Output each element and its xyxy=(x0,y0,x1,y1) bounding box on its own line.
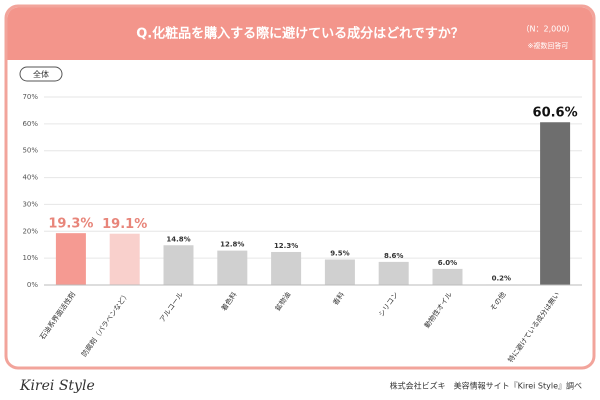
y-tick-label: 60% xyxy=(22,120,38,128)
value-label: 0.2% xyxy=(492,274,511,282)
y-tick-label: 30% xyxy=(22,200,38,208)
bar xyxy=(163,245,194,285)
bar xyxy=(432,268,463,285)
y-tick-label: 40% xyxy=(22,174,38,182)
value-label: 12.8% xyxy=(220,241,244,249)
value-label: 19.3% xyxy=(48,217,93,232)
sample-note: （N：2,000） xyxy=(522,25,575,34)
bar xyxy=(540,122,571,285)
value-label: 19.1% xyxy=(102,217,147,232)
y-tick-label: 50% xyxy=(22,147,38,155)
source: 株式会社ビズキ 美容情報サイト『Kirei Style』調べ xyxy=(390,381,582,391)
chart-title: Q.化粧品を購入する際に避けている成分はどれですか？ xyxy=(136,26,464,42)
value-label: 8.6% xyxy=(384,252,403,260)
segment-pill xyxy=(19,66,63,82)
bar xyxy=(378,261,409,285)
bar xyxy=(271,251,302,285)
answer-note: ※複数回答可 xyxy=(528,41,569,50)
value-label: 14.8% xyxy=(166,235,190,243)
y-tick-label: 10% xyxy=(22,254,38,262)
value-label: 12.3% xyxy=(274,242,298,250)
bar xyxy=(109,233,140,285)
segment-label: 全体 xyxy=(33,69,49,79)
bar xyxy=(55,233,86,285)
frame xyxy=(4,4,596,370)
bar xyxy=(217,250,248,285)
y-tick-label: 70% xyxy=(22,93,38,101)
bar xyxy=(324,259,355,285)
value-label: 6.0% xyxy=(438,259,457,267)
y-tick-label: 20% xyxy=(22,227,38,235)
header-band xyxy=(7,7,593,60)
brand: Kirei Style xyxy=(19,378,95,394)
value-label: 60.6% xyxy=(533,106,578,121)
value-label: 9.5% xyxy=(330,249,349,257)
y-tick-label: 0% xyxy=(27,281,38,289)
